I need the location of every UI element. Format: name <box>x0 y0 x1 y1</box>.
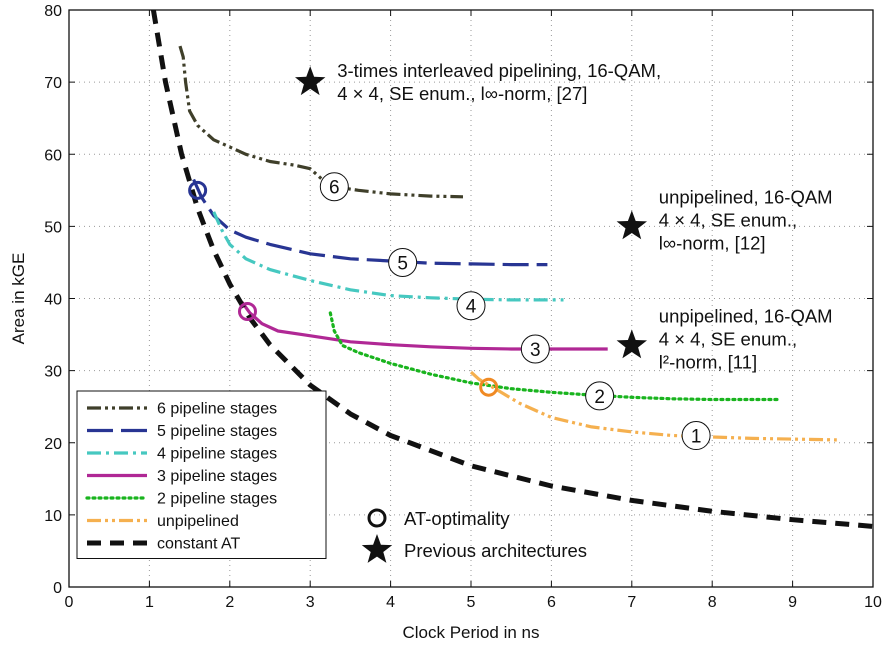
x-axis-label: Clock Period in ns <box>402 623 539 642</box>
previous-architecture-note: 4 × 4, SE enum., <box>659 209 797 230</box>
x-tick-label: 5 <box>467 594 476 611</box>
x-tick-label: 1 <box>145 594 154 611</box>
legend-star-symbol <box>361 534 393 563</box>
previous-architecture-note: 4 × 4, SE enum., l∞-norm, [27] <box>337 83 587 104</box>
y-tick-label: 10 <box>44 508 62 525</box>
at-optimal-marker <box>479 377 499 397</box>
y-tick-label: 60 <box>44 147 62 164</box>
y-tick-label: 40 <box>44 292 62 309</box>
y-tick-label: 70 <box>44 75 62 92</box>
symbol-legend: AT-optimality Previous architectures <box>361 508 587 563</box>
curve-label-circle <box>681 421 711 451</box>
previous-architecture-note: l²-norm, [11] <box>659 351 757 372</box>
previous-architecture-note: 3-times interleaved pipelining, 16-QAM, <box>337 60 661 81</box>
at-optimal-marker <box>237 301 257 321</box>
y-tick-label: 20 <box>44 436 62 453</box>
curve-label-circle <box>456 291 486 321</box>
ticks-layer: 0 1 2 3 4 5 6 7 8 9 10 0 10 20 30 40 50 60 70 80 <box>44 3 882 611</box>
y-tick-label: 50 <box>44 219 62 236</box>
series-line-6 <box>469 370 837 442</box>
curve-label-number: 3 <box>530 340 541 361</box>
x-tick-label: 3 <box>306 594 315 611</box>
previous-architecture-note: unpipelined, 16-QAM <box>659 305 833 326</box>
curve-label-number: 4 <box>466 297 477 318</box>
curve-label-number: 5 <box>397 253 408 274</box>
curve-label-circle <box>585 381 615 411</box>
y-tick-label: 30 <box>44 364 62 381</box>
previous-architecture-star <box>295 66 326 96</box>
y-tick-label: 80 <box>44 3 62 20</box>
y-axis-label: Area in kGE <box>9 253 28 345</box>
series-line-2 <box>192 178 548 267</box>
series-line-7 <box>150 10 873 529</box>
x-tick-label: 4 <box>386 594 395 611</box>
x-tick-label: 8 <box>708 594 717 611</box>
curve-label-number: 6 <box>329 178 340 199</box>
curve-label-number: 2 <box>594 387 605 408</box>
legend: 6 pipeline stages 5 pipeline stages 4 pipe… <box>76 390 327 559</box>
markers-layer: 6 5 4 3 2 1 <box>188 172 711 451</box>
curve-label-circle <box>520 334 550 364</box>
legend-label: 6 pipeline stages <box>157 401 277 418</box>
legend-label: 2 pipeline stages <box>157 491 277 508</box>
legend-label: unpipelined <box>157 513 239 530</box>
legend-label: 3 pipeline stages <box>157 468 277 485</box>
series-line-4 <box>240 301 608 351</box>
at-optimal-marker <box>188 180 208 200</box>
x-tick-label: 10 <box>864 594 882 611</box>
y-tick-label: 0 <box>53 580 62 597</box>
x-tick-label: 9 <box>788 594 797 611</box>
series-layer <box>150 10 873 529</box>
series-line-3 <box>212 211 564 302</box>
legend-circle-symbol <box>367 508 387 528</box>
previous-architecture-note: l∞-norm, [12] <box>659 232 766 253</box>
previous-architecture-star <box>616 329 647 359</box>
notes-layer: 3-times interleaved pipelining, 16-QAM,4… <box>295 60 833 372</box>
previous-architecture-note: unpipelined, 16-QAM <box>659 186 833 207</box>
curve-label-circle <box>319 172 349 202</box>
series-line-1 <box>178 45 464 199</box>
legend-label: constant AT <box>157 536 241 553</box>
previous-architecture-note: 4 × 4, SE enum., <box>659 328 797 349</box>
legend-label: 5 pipeline stages <box>157 423 277 440</box>
series-line-5 <box>328 311 783 402</box>
previous-architecture-star <box>616 210 647 240</box>
x-tick-label: 0 <box>65 594 74 611</box>
x-tick-label: 2 <box>225 594 234 611</box>
curve-label-number: 1 <box>691 427 702 448</box>
x-tick-label: 7 <box>627 594 636 611</box>
legend-label: 4 pipeline stages <box>157 446 277 463</box>
symbol-legend-label: Previous architectures <box>404 540 587 561</box>
symbol-legend-label: AT-optimality <box>404 508 510 529</box>
x-tick-label: 6 <box>547 594 556 611</box>
curve-label-circle <box>388 247 418 277</box>
